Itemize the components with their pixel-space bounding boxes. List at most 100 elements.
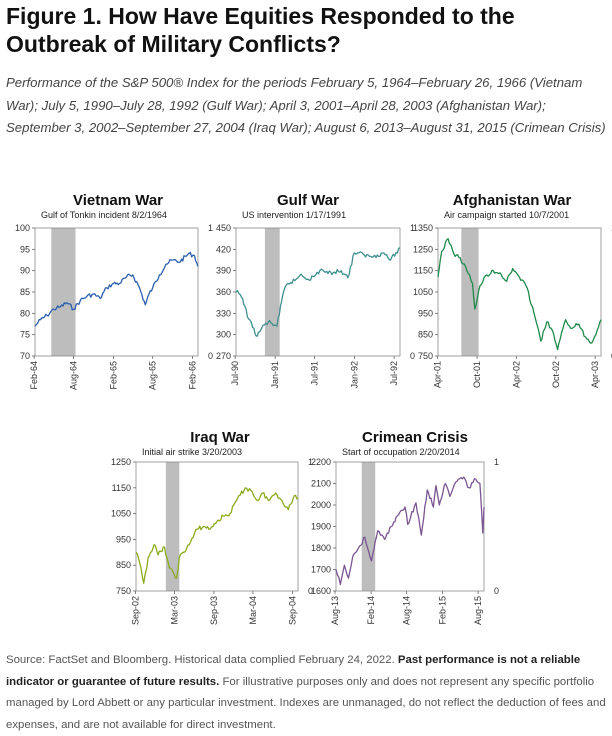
vietnam-xtick-label: Aug-64 <box>69 361 79 390</box>
vietnam-ytick-label: 85 <box>20 287 30 297</box>
afghanistan-ytick-label: 1250 <box>413 244 433 254</box>
gulf-xtick-label: Jul-91 <box>310 361 320 386</box>
iraq-ytick-label: 1250 <box>111 457 131 467</box>
vietnam-xtick-label: Feb-66 <box>188 361 198 390</box>
vietnam-ytick-label: 100 <box>15 223 30 233</box>
footnote-source: Source: FactSet and Bloomberg. Historica… <box>6 654 398 666</box>
afghanistan-ytick-label: 1150 <box>414 266 433 276</box>
crimea-right-axis-bottom: 0 <box>494 586 499 596</box>
crimea-ytick-label: 2200 <box>311 457 331 467</box>
vietnam-ytick-label: 90 <box>20 266 30 276</box>
crimea-xtick-label: Feb-15 <box>438 596 448 625</box>
crimea-right-axis-top: 1 <box>494 457 499 467</box>
vietnam-xtick-label: Feb-64 <box>29 361 39 390</box>
vietnam-series-line <box>34 251 199 327</box>
iraq-xtick-label: Mar-04 <box>248 596 258 625</box>
afghanistan-ytick-label: 750 <box>418 351 433 361</box>
gulf-series-line <box>235 247 401 337</box>
crimea-ytick-label: 2000 <box>311 500 331 510</box>
gulf-xtick-label: Jul-92 <box>389 361 399 386</box>
vietnam-ytick-label: 75 <box>20 330 30 340</box>
crimea-plot-frame <box>335 461 485 592</box>
vietnam-ytick-label: 80 <box>20 308 30 318</box>
afghanistan-ytick-label: 1050 <box>413 287 433 297</box>
crimea-xtick-label: Aug-14 <box>402 596 412 625</box>
iraq-ytick-label: 950 <box>116 534 131 544</box>
vietnam-xtick-label: Feb-65 <box>108 361 118 390</box>
afghanistan-ytick-label: 1350 <box>413 223 433 233</box>
footnote: Source: FactSet and Bloomberg. Historica… <box>6 650 610 736</box>
vietnam-event-shade <box>51 228 76 356</box>
footnote-disclaimer: Past performance is not a reliable indic… <box>6 654 581 688</box>
figure-subtitle: Performance of the S&P 500® Index for th… <box>6 75 606 135</box>
crimea-title: Crimean Crisis <box>362 429 468 446</box>
vietnam-xtick-label: Aug-65 <box>148 361 158 390</box>
iraq-series-line <box>135 487 299 584</box>
gulf-ytick-label: 330 <box>216 308 231 318</box>
crimea-ytick-label: 1900 <box>311 522 331 532</box>
afghanistan-xtick-label: Apr-02 <box>511 361 521 388</box>
iraq-title: Iraq War <box>190 429 250 446</box>
vietnam-annotation: Gulf of Tonkin incident 8/2/1964 <box>41 210 167 220</box>
iraq-xtick-label: Sep-03 <box>209 596 219 625</box>
gulf-ytick-label: 420 <box>216 244 231 254</box>
gulf-ytick-label: 390 <box>216 266 231 276</box>
iraq-xtick-label: Sep-04 <box>287 596 297 625</box>
figure-title: Figure 1. How Have Equities Responded to… <box>6 3 515 57</box>
crimea-ytick-label: 1600 <box>311 586 331 596</box>
vietnam-title: Vietnam War <box>73 192 163 209</box>
afghanistan-series-line <box>437 238 602 351</box>
iraq-ytick-label: 1050 <box>111 509 131 519</box>
crimea-ytick-label: 1700 <box>311 565 331 575</box>
iraq-right-axis-top: 1 <box>308 457 313 467</box>
gulf-event-shade <box>264 228 280 356</box>
gulf-ytick-label: 300 <box>216 330 231 340</box>
crimea-annotation: Start of occupation 2/20/2014 <box>342 447 460 457</box>
iraq-ytick-label: 750 <box>116 586 131 596</box>
gulf-plot-frame <box>235 227 401 357</box>
iraq-xtick-label: Sep-02 <box>131 596 141 625</box>
iraq-xtick-label: Mar-03 <box>169 596 179 625</box>
gulf-right-axis-top: 1 <box>410 223 415 233</box>
gulf-xtick-label: Jan-91 <box>270 361 280 389</box>
vietnam-ytick-label: 95 <box>20 244 30 254</box>
gulf-annotation: US intervention 1/17/1991 <box>242 210 346 220</box>
gulf-xtick-label: Jul-90 <box>230 361 240 386</box>
iraq-ytick-label: 850 <box>116 560 131 570</box>
vietnam-right-axis-top: 1 <box>208 223 213 233</box>
gulf-title: Gulf War <box>277 192 339 209</box>
afghanistan-xtick-label: Oct-02 <box>551 361 561 388</box>
afghanistan-ytick-label: 950 <box>418 308 433 318</box>
crimea-event-shade <box>361 462 376 591</box>
gulf-ytick-label: 270 <box>216 351 231 361</box>
gulf-xtick-label: Jan-92 <box>350 361 360 389</box>
iraq-ytick-label: 1150 <box>112 483 131 493</box>
vietnam-ytick-label: 70 <box>20 351 30 361</box>
gulf-ytick-label: 450 <box>216 223 231 233</box>
crimea-ytick-label: 1800 <box>311 543 331 553</box>
afghanistan-ytick-label: 850 <box>418 330 433 340</box>
iraq-annotation: Initial air strike 3/20/2003 <box>142 447 242 457</box>
afghanistan-annotation: Air campaign started 10/7/2001 <box>444 210 569 220</box>
gulf-right-axis-bottom: 0 <box>410 351 415 361</box>
crimea-xtick-label: Aug-15 <box>473 596 483 625</box>
iraq-event-shade <box>165 462 180 591</box>
crimea-series-line <box>335 476 485 586</box>
afghanistan-event-shade <box>461 228 479 356</box>
iraq-right-axis-bottom: 0 <box>308 586 313 596</box>
vietnam-right-axis-bottom: 0 <box>208 351 213 361</box>
crimea-xtick-label: Aug-13 <box>330 596 340 625</box>
gulf-ytick-label: 360 <box>216 287 231 297</box>
afghanistan-title: Afghanistan War <box>453 192 572 209</box>
crimea-ytick-label: 2100 <box>311 479 331 489</box>
iraq-plot-frame <box>135 461 299 592</box>
footnote-rest: For illustrative purposes only and does … <box>6 675 606 731</box>
afghanistan-xtick-label: Oct-01 <box>472 361 482 388</box>
afghanistan-xtick-label: Apr-03 <box>590 361 600 388</box>
